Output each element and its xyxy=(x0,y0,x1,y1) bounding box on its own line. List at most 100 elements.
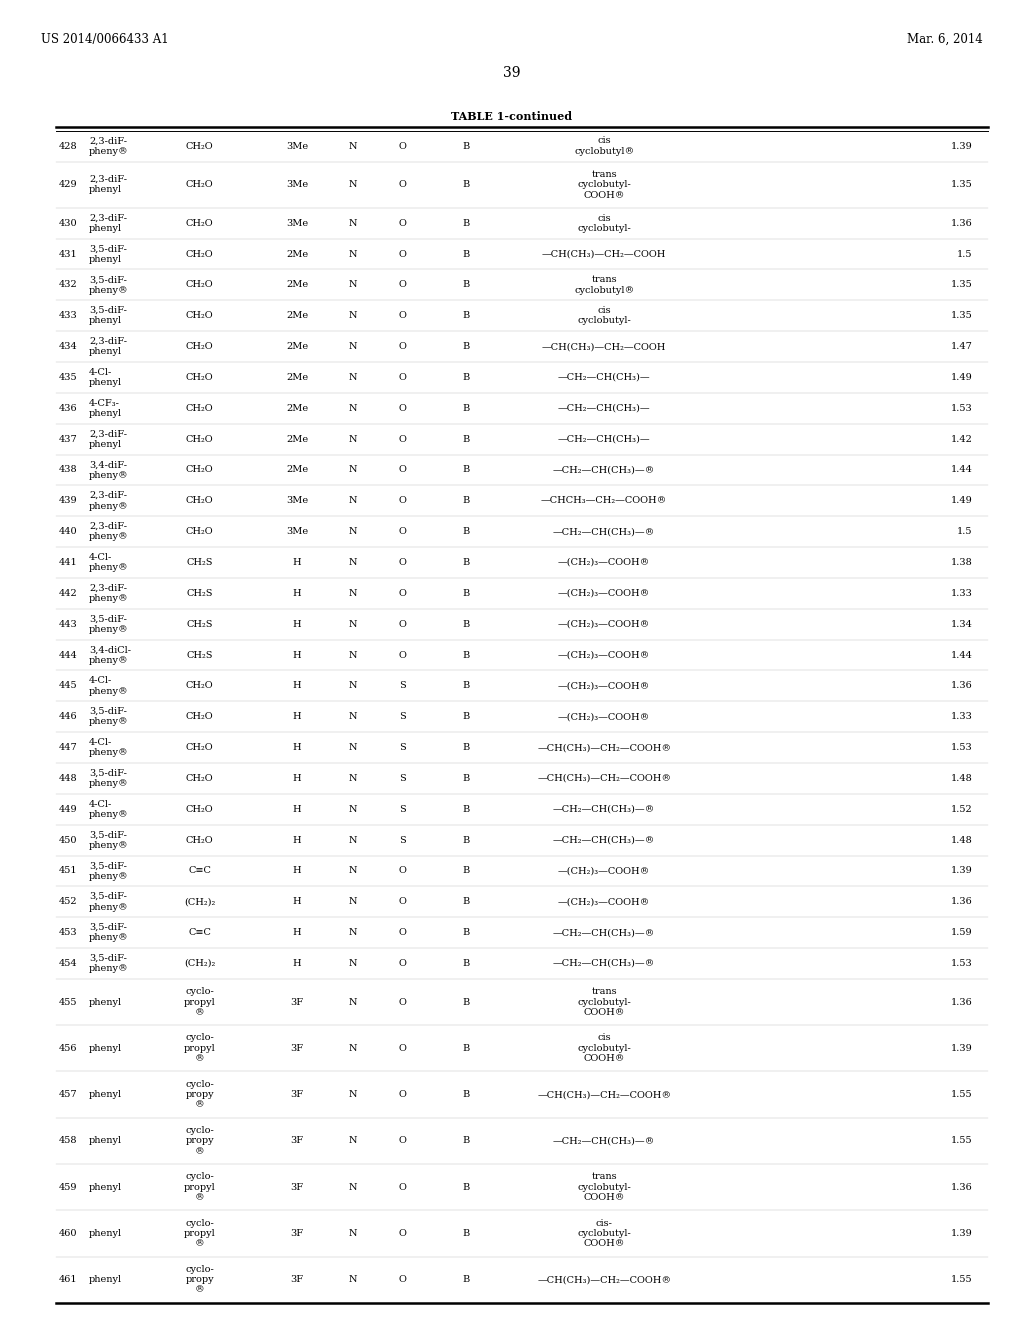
Text: 1.39: 1.39 xyxy=(951,866,973,875)
Text: 3F: 3F xyxy=(291,1044,303,1053)
Text: 1.5: 1.5 xyxy=(957,249,973,259)
Text: 2,3-diF-
pheny®: 2,3-diF- pheny® xyxy=(89,521,129,541)
Text: N: N xyxy=(349,713,357,721)
Text: 2,3-diF-
phenyl: 2,3-diF- phenyl xyxy=(89,429,127,449)
Text: —(CH₂)₃—COOH®: —(CH₂)₃—COOH® xyxy=(558,651,650,660)
Text: 1.49: 1.49 xyxy=(951,496,973,506)
Text: 437: 437 xyxy=(58,434,77,444)
Text: N: N xyxy=(349,1137,357,1146)
Text: 1.39: 1.39 xyxy=(951,1044,973,1053)
Text: —(CH₂)₃—COOH®: —(CH₂)₃—COOH® xyxy=(558,898,650,907)
Text: 446: 446 xyxy=(58,713,77,721)
Text: B: B xyxy=(462,998,470,1007)
Text: phenyl: phenyl xyxy=(89,1183,122,1192)
Text: 1.39: 1.39 xyxy=(951,141,973,150)
Text: H: H xyxy=(293,589,301,598)
Text: 429: 429 xyxy=(58,180,77,189)
Text: 3Me: 3Me xyxy=(286,527,308,536)
Text: CH₂O: CH₂O xyxy=(186,713,213,721)
Text: trans
cyclobutyl®: trans cyclobutyl® xyxy=(574,275,634,294)
Text: N: N xyxy=(349,434,357,444)
Text: cis-
cyclobutyl-
COOH®: cis- cyclobutyl- COOH® xyxy=(578,1218,631,1249)
Text: N: N xyxy=(349,342,357,351)
Text: CH₂O: CH₂O xyxy=(186,219,213,228)
Text: 1.36: 1.36 xyxy=(951,219,973,228)
Text: 1.44: 1.44 xyxy=(951,651,973,660)
Text: 3F: 3F xyxy=(291,998,303,1007)
Text: 2Me: 2Me xyxy=(286,434,308,444)
Text: O: O xyxy=(398,527,407,536)
Text: 1.33: 1.33 xyxy=(951,713,973,721)
Text: 2,3-diF-
phenyl: 2,3-diF- phenyl xyxy=(89,214,127,232)
Text: N: N xyxy=(349,1090,357,1100)
Text: H: H xyxy=(293,836,301,845)
Text: N: N xyxy=(349,998,357,1007)
Text: N: N xyxy=(349,589,357,598)
Text: —CH₂—CH(CH₃)—: —CH₂—CH(CH₃)— xyxy=(558,404,650,413)
Text: 1.48: 1.48 xyxy=(951,836,973,845)
Text: S: S xyxy=(399,681,406,690)
Text: 445: 445 xyxy=(58,681,77,690)
Text: 1.52: 1.52 xyxy=(951,805,973,814)
Text: H: H xyxy=(293,898,301,907)
Text: N: N xyxy=(349,466,357,474)
Text: cyclo-
propyl
®: cyclo- propyl ® xyxy=(183,1172,216,1203)
Text: 438: 438 xyxy=(58,466,77,474)
Text: 4-Cl-
phenyl: 4-Cl- phenyl xyxy=(89,368,122,387)
Text: —CH₂—CH(CH₃)—: —CH₂—CH(CH₃)— xyxy=(558,374,650,381)
Text: 455: 455 xyxy=(58,998,77,1007)
Text: 3,5-diF-
phenyl: 3,5-diF- phenyl xyxy=(89,306,127,326)
Text: CH₂O: CH₂O xyxy=(186,141,213,150)
Text: Mar. 6, 2014: Mar. 6, 2014 xyxy=(907,33,983,46)
Text: 4-Cl-
pheny®: 4-Cl- pheny® xyxy=(89,738,129,758)
Text: O: O xyxy=(398,180,407,189)
Text: 3,4-diF-
pheny®: 3,4-diF- pheny® xyxy=(89,461,129,479)
Text: cyclo-
propy
®: cyclo- propy ® xyxy=(185,1080,214,1110)
Text: 3Me: 3Me xyxy=(286,496,308,506)
Text: 452: 452 xyxy=(58,898,77,907)
Text: cyclo-
propyl
®: cyclo- propyl ® xyxy=(183,1218,216,1249)
Text: phenyl: phenyl xyxy=(89,998,122,1007)
Text: O: O xyxy=(398,496,407,506)
Text: N: N xyxy=(349,805,357,814)
Text: N: N xyxy=(349,681,357,690)
Text: N: N xyxy=(349,651,357,660)
Text: phenyl: phenyl xyxy=(89,1044,122,1053)
Text: cyclo-
propyl
®: cyclo- propyl ® xyxy=(183,1034,216,1063)
Text: H: H xyxy=(293,805,301,814)
Text: N: N xyxy=(349,619,357,628)
Text: CH₂S: CH₂S xyxy=(186,619,213,628)
Text: 2,3-diF-
pheny®: 2,3-diF- pheny® xyxy=(89,491,129,511)
Text: O: O xyxy=(398,558,407,568)
Text: O: O xyxy=(398,374,407,381)
Text: (CH₂)₂: (CH₂)₂ xyxy=(184,898,215,907)
Text: cyclo-
propy
®: cyclo- propy ® xyxy=(185,1126,214,1156)
Text: S: S xyxy=(399,836,406,845)
Text: 3,5-diF-
pheny®: 3,5-diF- pheny® xyxy=(89,615,129,634)
Text: N: N xyxy=(349,1275,357,1284)
Text: —CH₂—CH(CH₃)—®: —CH₂—CH(CH₃)—® xyxy=(553,1137,655,1146)
Text: 3,5-diF-
pheny®: 3,5-diF- pheny® xyxy=(89,275,129,294)
Text: N: N xyxy=(349,496,357,506)
Text: O: O xyxy=(398,898,407,907)
Text: 1.55: 1.55 xyxy=(951,1090,973,1100)
Text: 3,5-diF-
pheny®: 3,5-diF- pheny® xyxy=(89,861,129,880)
Text: —CHCH₃—CH₂—COOH®: —CHCH₃—CH₂—COOH® xyxy=(541,496,668,506)
Text: B: B xyxy=(462,866,470,875)
Text: N: N xyxy=(349,180,357,189)
Text: B: B xyxy=(462,898,470,907)
Text: 3F: 3F xyxy=(291,1229,303,1238)
Text: B: B xyxy=(462,651,470,660)
Text: B: B xyxy=(462,1090,470,1100)
Text: H: H xyxy=(293,774,301,783)
Text: 1.36: 1.36 xyxy=(951,898,973,907)
Text: S: S xyxy=(399,774,406,783)
Text: 3Me: 3Me xyxy=(286,141,308,150)
Text: CH₂O: CH₂O xyxy=(186,836,213,845)
Text: CH₂O: CH₂O xyxy=(186,434,213,444)
Text: 3Me: 3Me xyxy=(286,219,308,228)
Text: 1.39: 1.39 xyxy=(951,1229,973,1238)
Text: —(CH₂)₃—COOH®: —(CH₂)₃—COOH® xyxy=(558,589,650,598)
Text: 440: 440 xyxy=(58,527,77,536)
Text: B: B xyxy=(462,1275,470,1284)
